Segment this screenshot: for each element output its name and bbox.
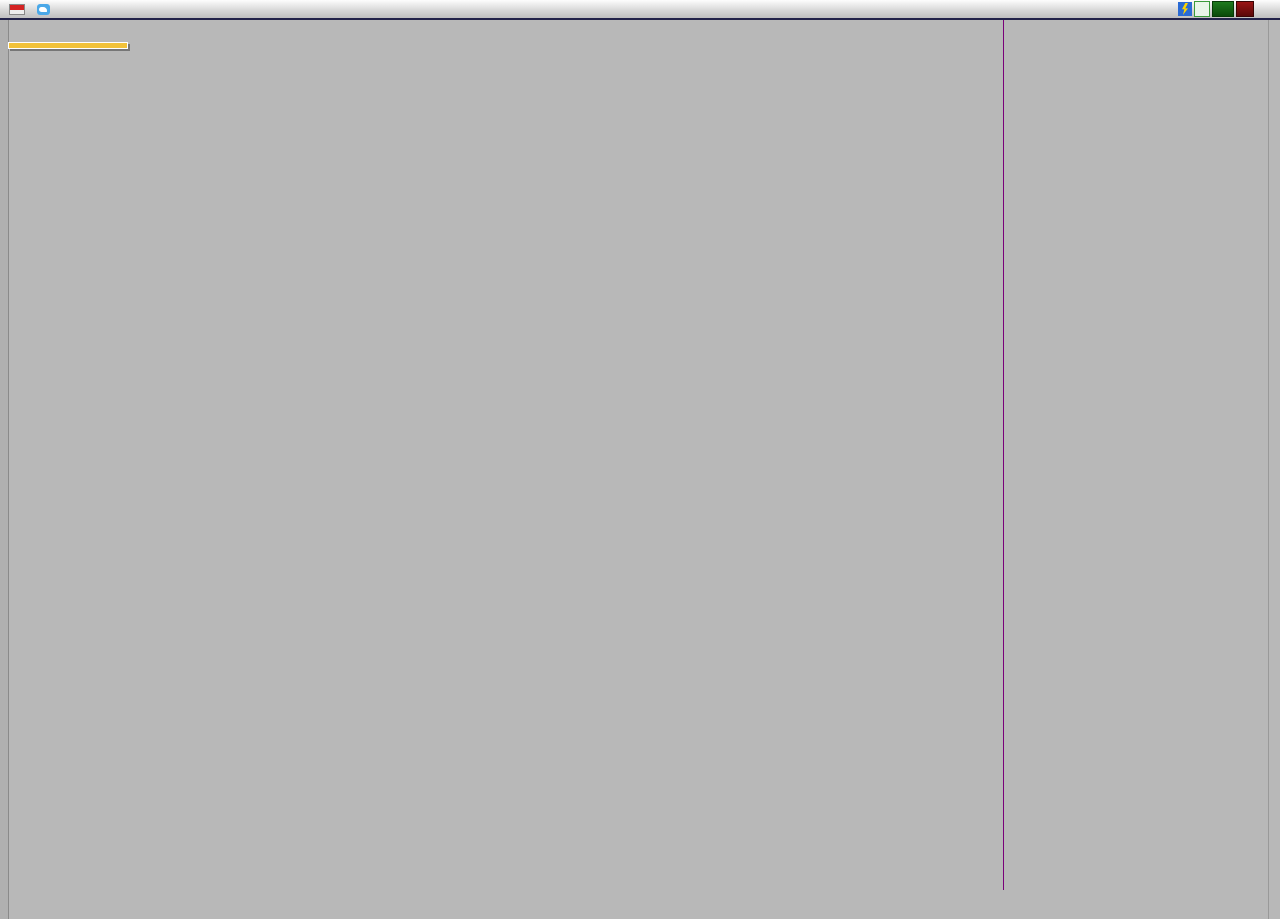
buy-button[interactable] [1212, 1, 1234, 17]
symbol-flag-icon [9, 3, 25, 15]
left-window-edge [0, 20, 9, 919]
twitter-icon[interactable] [37, 3, 50, 15]
ohlc-tooltip [8, 42, 128, 49]
toolbar-divider [0, 18, 1280, 20]
refresh-icon[interactable] [1194, 1, 1210, 17]
crosshair-vline [1003, 20, 1004, 890]
sell-button[interactable] [1236, 1, 1254, 17]
lightning-icon[interactable] [1178, 2, 1192, 16]
top-toolbar [0, 0, 1280, 19]
right-scroll-strip[interactable] [1268, 20, 1280, 919]
